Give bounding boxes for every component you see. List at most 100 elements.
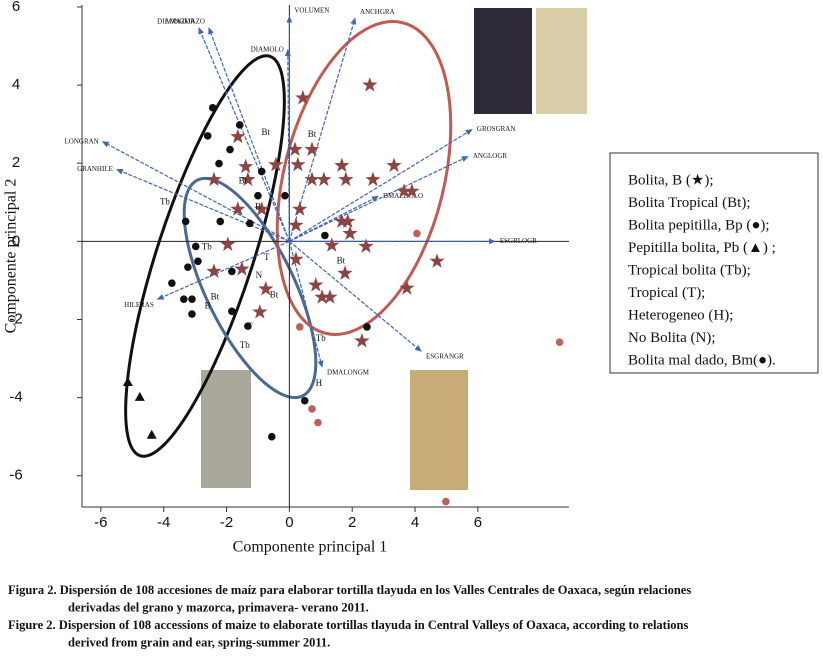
annotation: B (205, 300, 211, 310)
point (257, 167, 266, 176)
annotation: H (316, 378, 323, 388)
ellipse (275, 20, 453, 336)
point (362, 77, 378, 92)
loading-vector (284, 48, 291, 242)
point (322, 289, 338, 304)
point (429, 253, 445, 268)
annotation: Bt (239, 176, 248, 186)
x-tick-label: 0 (285, 514, 293, 531)
point (295, 323, 304, 331)
caption-line: Figure 2. Dispersion of 108 accessions o… (8, 618, 689, 632)
point (321, 231, 329, 240)
photo (201, 370, 251, 488)
photo (474, 8, 532, 114)
point (288, 251, 304, 266)
point (215, 159, 223, 168)
annotation: B (255, 201, 261, 211)
point (134, 391, 145, 401)
vector-label: GROSGRAN (477, 125, 516, 133)
x-tick-label: -6 (94, 514, 107, 531)
point (179, 295, 188, 303)
point (314, 418, 322, 427)
point (292, 201, 308, 216)
vector-label: HILERAS (124, 301, 154, 309)
point (228, 267, 236, 276)
x-tick-label: 6 (474, 514, 482, 531)
y-tick-label: 2 (12, 154, 20, 171)
point (300, 396, 309, 405)
point (268, 156, 284, 172)
point (338, 171, 354, 187)
point (181, 217, 190, 226)
vector-label: GRANHILE (77, 165, 113, 173)
vector-label: DMALONGM (327, 368, 370, 376)
point (396, 183, 412, 198)
point (244, 322, 252, 330)
point (234, 261, 250, 276)
point (254, 191, 262, 200)
point (228, 307, 236, 316)
point (191, 242, 200, 251)
legend-entry: Bolita mal dado, Bm(●). (628, 352, 776, 368)
legend-entry: Pepitilla bolita, Pb (▲) ; (628, 240, 776, 256)
point (399, 280, 415, 295)
point (337, 265, 353, 280)
point (206, 171, 222, 187)
caption-line: derivadas del grano y mazorca, primavera… (68, 600, 369, 614)
point (287, 141, 303, 156)
x-axis-label: Componente principal 1 (233, 539, 388, 556)
x-tick-label: -2 (220, 514, 233, 531)
legend-entry: Bolita pepitilla, Bp (●); (628, 217, 770, 233)
x-tick-label: -4 (157, 514, 170, 531)
point (358, 238, 374, 253)
point (184, 263, 192, 271)
legend-entry: Bolita Tropical (Bt); (628, 195, 751, 211)
annotation: T (247, 321, 253, 331)
annotation: Bt (262, 127, 271, 137)
point (188, 310, 196, 318)
loading-vector (289, 195, 379, 242)
legend-entry: Tropical (T); (628, 285, 705, 301)
point (324, 237, 340, 252)
annotation: Bt (211, 291, 220, 301)
point (188, 295, 196, 303)
annotation: Bt (308, 129, 317, 139)
point (334, 213, 350, 228)
vector-label: DMAZDOLO (383, 192, 423, 200)
point (386, 157, 402, 172)
legend-entry: Tropical bolita (Tb); (628, 262, 751, 278)
point (304, 171, 320, 187)
y-tick-label: 0 (12, 232, 20, 249)
point (226, 145, 234, 154)
point (267, 432, 276, 441)
vector-label: ANGLOGR (473, 152, 508, 160)
vector-label: DIAMAZOR (157, 18, 195, 26)
point (122, 376, 133, 386)
point (252, 304, 268, 319)
point (240, 171, 256, 187)
vector-label: VOLUMEN (294, 6, 329, 14)
point (304, 141, 320, 156)
vector-label: LONGRAN (65, 137, 99, 145)
caption-line: Figura 2. Dispersión de 108 accesiones d… (8, 583, 691, 597)
legend-entry: Bolita, B (★); (628, 172, 714, 188)
vector-label: LONGMAZO (165, 18, 205, 26)
point (220, 236, 236, 251)
loading-vector (288, 240, 422, 352)
point (254, 201, 270, 216)
point (230, 128, 246, 144)
y-tick-label: -4 (9, 389, 22, 406)
annotation: Bt (337, 255, 346, 265)
x-tick-label: 4 (411, 514, 419, 531)
annotation: N (256, 270, 263, 280)
loading-vector (208, 27, 290, 242)
caption-line: derived from grain and ear, spring-summe… (68, 635, 330, 649)
point (334, 157, 350, 172)
point (555, 338, 564, 346)
point (404, 183, 420, 198)
point (230, 201, 246, 216)
loading-vector (156, 240, 290, 300)
y-tick-label: 6 (12, 0, 20, 15)
point (290, 156, 306, 172)
point (203, 132, 212, 140)
